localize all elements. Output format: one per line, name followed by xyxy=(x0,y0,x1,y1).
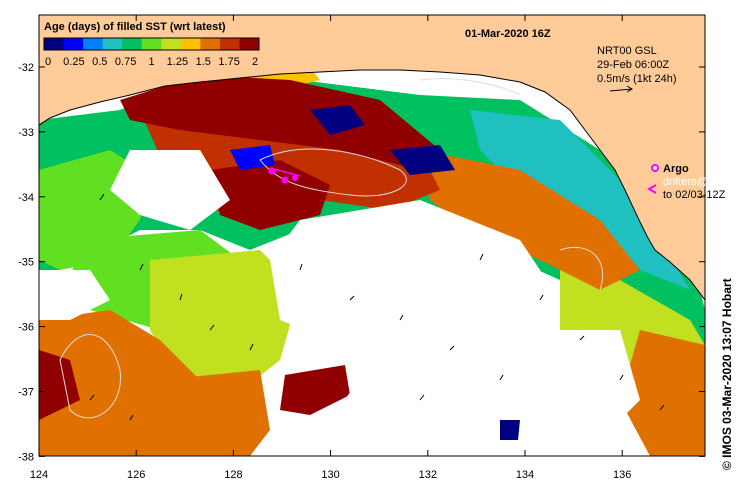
latitude-tick-label: -36 xyxy=(18,322,34,334)
legend-tick-label: 0.75 xyxy=(115,56,136,68)
land-mass xyxy=(39,15,705,301)
latitude-tick-label: -35 xyxy=(18,257,34,269)
legend-tick-label: 0.5 xyxy=(92,56,107,68)
latitude-tick-label: -32 xyxy=(18,62,34,74)
legend-color-swatch xyxy=(122,38,143,50)
latitude-tick-label: -34 xyxy=(18,192,34,204)
imos-credit: © IMOS 03-Mar-2020 13:07 Hobart xyxy=(720,278,734,470)
legend-color-swatch xyxy=(161,38,182,50)
no-data-region xyxy=(110,150,230,230)
no-data-region xyxy=(39,270,110,320)
sst-patch xyxy=(390,145,455,175)
legend-color-swatch xyxy=(63,38,84,50)
legend-color-swatch xyxy=(180,38,201,50)
no-data-region xyxy=(520,330,640,440)
longitude-tick-label: 130 xyxy=(321,469,339,481)
current-scale-label: 0.5m/s (1kt 24h) xyxy=(597,73,676,85)
legend-tick-label: 1 xyxy=(148,56,154,68)
legend-title: Age (days) of filled SST (wrt latest) xyxy=(44,21,226,33)
current-scale-arrow-icon xyxy=(609,85,633,93)
current-source-label: NRT00 GSL xyxy=(597,45,657,57)
sst-patch xyxy=(210,160,330,230)
sst-patch xyxy=(280,365,350,415)
legend-color-swatch xyxy=(200,38,221,50)
legend-color-swatch xyxy=(239,38,260,50)
contour-lines xyxy=(59,78,604,419)
legend-color-swatch xyxy=(83,38,104,50)
longitude-tick-label: 128 xyxy=(224,469,242,481)
legend-tick-label: 1.75 xyxy=(218,56,239,68)
marker-legend: Argo drifters@12h to 02/03-12Z xyxy=(646,163,726,201)
legend-tick-label: 0.25 xyxy=(63,56,84,68)
sst-patch xyxy=(620,330,705,456)
legend-tick-labels: 0 0.25 0.5 0.75 1 1.25 1.5 1.75 2 xyxy=(45,56,258,68)
drifters-label: drifters@12h xyxy=(663,176,726,188)
map-plot-area xyxy=(39,15,705,456)
legend-tick-label: 0 xyxy=(45,56,51,68)
current-time-label: 29-Feb 06:00Z xyxy=(597,59,669,71)
legend-tick-label: 1.25 xyxy=(167,56,188,68)
longitude-axis: 124 126 128 130 132 134 136 xyxy=(30,15,631,481)
longitude-tick-label: 134 xyxy=(516,469,534,481)
legend-color-swatch xyxy=(141,38,162,50)
longitude-tick-label: 124 xyxy=(30,469,48,481)
map-title: 01-Mar-2020 16Z xyxy=(465,28,551,40)
drifters-range-label: to 02/03-12Z xyxy=(663,189,726,201)
argo-icon xyxy=(651,164,659,172)
sst-age-field xyxy=(39,55,705,456)
legend-tick-label: 1.5 xyxy=(196,56,211,68)
latitude-tick-label: -33 xyxy=(18,127,34,139)
legend-color-swatch xyxy=(44,38,65,50)
current-info: NRT00 GSL 29-Feb 06:00Z 0.5m/s (1kt 24h) xyxy=(597,45,676,93)
legend-color-swatch xyxy=(102,38,123,50)
sst-patch xyxy=(420,150,640,290)
no-data-region xyxy=(270,200,560,456)
argo-markers xyxy=(268,167,301,184)
legend-color-swatch xyxy=(219,38,240,50)
legend-colorbar xyxy=(44,38,260,50)
longitude-tick-label: 132 xyxy=(419,469,437,481)
longitude-tick-label: 136 xyxy=(613,469,631,481)
drifter-icon xyxy=(646,184,657,194)
current-vectors xyxy=(89,193,665,421)
plot-border xyxy=(38,14,706,457)
sst-patch xyxy=(39,350,80,420)
longitude-tick-label: 126 xyxy=(127,469,145,481)
sst-patch xyxy=(120,75,440,170)
latitude-tick-label: -37 xyxy=(18,387,34,399)
legend-tick-label: 2 xyxy=(252,56,258,68)
latitude-tick-label: -38 xyxy=(18,451,34,463)
sst-patch xyxy=(470,110,690,290)
sst-patch xyxy=(160,370,270,456)
sst-patch xyxy=(500,420,520,440)
sst-patch xyxy=(310,105,365,135)
argo-label: Argo xyxy=(663,163,689,175)
sst-patch xyxy=(150,250,300,400)
latitude-axis: -32 -33 -34 -35 -36 -37 -38 xyxy=(18,62,705,463)
